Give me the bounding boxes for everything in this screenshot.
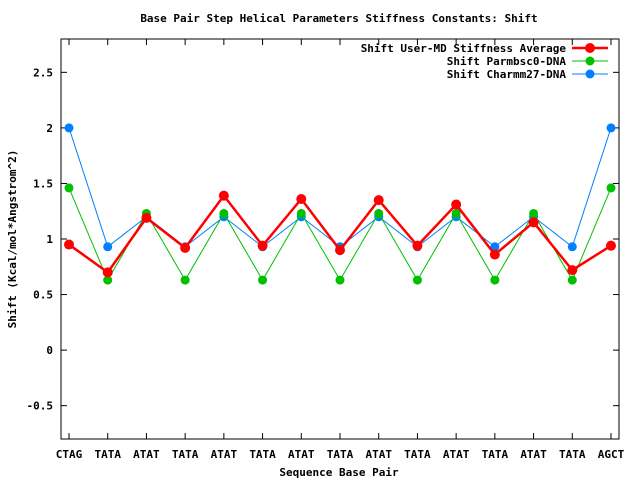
x-tick-label: TATA	[172, 448, 199, 461]
legend-marker	[585, 43, 595, 53]
series-point	[218, 190, 229, 201]
series-point	[335, 245, 345, 256]
legend-marker	[585, 69, 595, 79]
series-point	[335, 275, 345, 285]
series-point	[373, 195, 384, 206]
series-point	[64, 239, 74, 250]
series-point	[529, 208, 539, 218]
x-tick-label: CTAG	[56, 448, 83, 461]
series-point	[64, 123, 74, 133]
y-tick-label: 2.5	[33, 66, 53, 79]
series-line	[68, 193, 612, 275]
x-tick-label: TATA	[559, 448, 586, 461]
x-axis-label: Sequence Base Pair	[279, 466, 399, 479]
series-point	[490, 242, 500, 252]
chart-title: Base Pair Step Helical Parameters Stiffn…	[140, 12, 537, 25]
series-point	[296, 208, 306, 218]
series-point	[102, 267, 113, 278]
series-point	[374, 208, 384, 218]
x-tick-label: AGCT	[598, 448, 625, 461]
y-axis-label: Shift (Kcal/mol*Angstrom^2)	[6, 150, 19, 329]
x-tick-label: TATA	[94, 448, 121, 461]
series-point	[412, 240, 423, 251]
series-point	[296, 194, 307, 204]
series-point	[567, 275, 577, 285]
series-point	[219, 208, 229, 218]
series-point	[528, 217, 539, 228]
x-tick-label: ATAT	[133, 448, 160, 461]
legend-marker	[585, 56, 595, 66]
series-point	[489, 249, 500, 260]
series-point	[606, 123, 616, 133]
series-point	[490, 275, 500, 285]
series-point	[64, 183, 74, 193]
series-point	[606, 183, 616, 193]
series-point	[567, 242, 577, 252]
series-point	[451, 208, 461, 218]
series-point	[103, 242, 113, 252]
x-tick-label: ATAT	[288, 448, 315, 461]
series-line	[68, 187, 612, 282]
x-tick-label: TATA	[327, 448, 354, 461]
x-tick-label: TATA	[249, 448, 276, 461]
series-point	[180, 242, 191, 253]
y-tick-label: 0	[46, 344, 53, 357]
y-tick-label: 2	[46, 122, 53, 135]
series-point	[258, 275, 268, 285]
plot-frame	[60, 38, 620, 440]
series-point	[141, 212, 152, 223]
legend-label: Shift User-MD Stiffness Average	[361, 42, 567, 55]
series-point	[103, 275, 113, 285]
series-point	[606, 240, 616, 251]
series-point	[412, 275, 422, 285]
legend-label: Shift Parmbsc0-DNA	[447, 55, 567, 68]
x-tick-label: ATAT	[365, 448, 392, 461]
x-tick-label: ATAT	[520, 448, 547, 461]
y-tick-label: 0.5	[33, 289, 53, 302]
x-tick-label: TATA	[404, 448, 431, 461]
x-tick-label: ATAT	[211, 448, 238, 461]
series-point	[451, 199, 462, 210]
series-point	[567, 265, 578, 276]
series-line	[68, 127, 612, 248]
y-tick-label: 1.5	[33, 177, 53, 190]
series-point	[257, 240, 268, 251]
y-tick-label: 1	[46, 233, 53, 246]
legend-label: Shift Charmm27-DNA	[447, 68, 567, 81]
series-point	[180, 275, 190, 285]
x-tick-label: ATAT	[443, 448, 470, 461]
y-tick-label: -0.5	[27, 400, 54, 413]
x-tick-label: TATA	[482, 448, 509, 461]
